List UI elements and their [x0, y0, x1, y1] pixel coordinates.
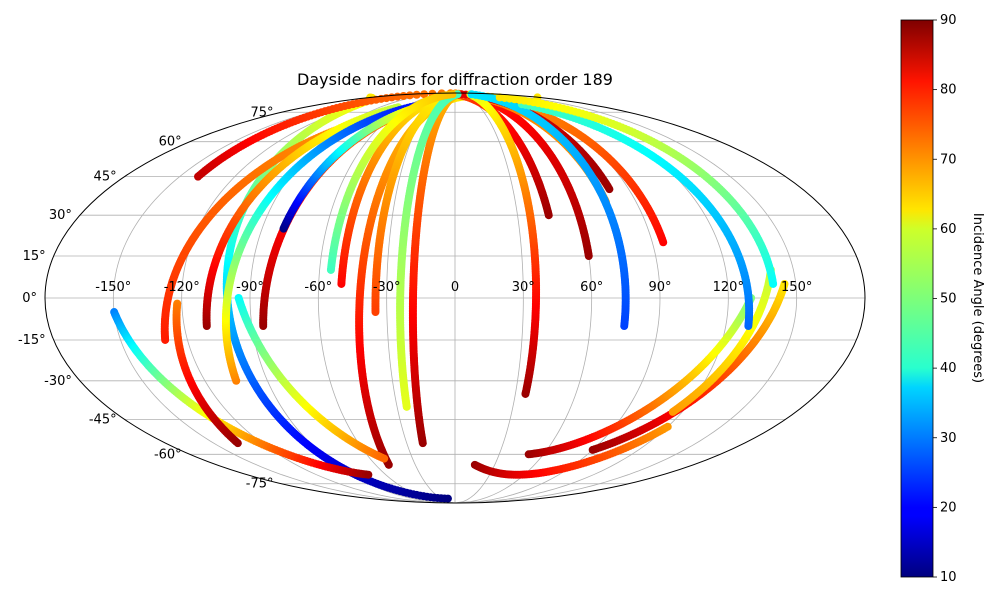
data-point [780, 279, 789, 288]
longitude-tick-label: -60° [304, 280, 332, 295]
data-point [467, 90, 476, 99]
data-points [110, 89, 789, 503]
longitude-tick-label: 30° [512, 280, 535, 295]
data-point [326, 265, 335, 274]
data-point [405, 91, 414, 100]
longitude-tick-label: 120° [713, 280, 744, 295]
colorbar-gradient [900, 19, 934, 578]
map-boundary [44, 92, 866, 504]
latitude-tick-label: -45° [89, 412, 117, 427]
colorbar-tick-label: 10 [940, 570, 957, 585]
data-point [380, 454, 389, 463]
longitude-tick-label: 0 [451, 280, 459, 295]
longitude-tick-label: -90° [236, 280, 264, 295]
latitude-tick-labels: 75° 60° 45° 30° 15° 0° -15° -30° -45° -60° -75° [18, 105, 274, 491]
latitude-tick-label: 15° [23, 249, 46, 264]
latitude-tick-label: -30° [44, 374, 72, 389]
longitude-tick-label: -30° [373, 280, 401, 295]
latitude-tick-label: 30° [49, 208, 72, 223]
chart-title: Dayside nadirs for diffraction order 189 [297, 70, 613, 89]
colorbar-ticks: 90 80 70 60 50 40 30 20 10 [933, 13, 957, 585]
latitude-tick-label: -15° [18, 333, 46, 348]
latitude-tick-label: 75° [250, 105, 273, 120]
data-point [412, 90, 421, 99]
colorbar-tick-label: 90 [940, 13, 957, 28]
longitude-tick-label: 60° [580, 280, 603, 295]
colorbar-tick-label: 70 [940, 152, 957, 167]
data-point [384, 460, 393, 469]
colorbar-tick-label: 30 [940, 431, 957, 446]
colorbar-tick-label: 80 [940, 83, 957, 98]
latitude-tick-label: 0° [22, 291, 37, 306]
longitude-tick-labels: -150° -120° -90° -60° -30° 0 30° 60° 90° 120° 150° [95, 280, 812, 295]
latitude-tick-label: -75° [246, 477, 274, 492]
data-point [420, 90, 429, 99]
colorbar-label: Incidence Angle (degrees) [970, 213, 985, 383]
longitude-tick-label: -150° [95, 280, 131, 295]
longitude-tick-label: 90° [648, 280, 671, 295]
data-point [495, 93, 504, 102]
colorbar: 90 80 70 60 50 40 30 20 10 Incidence Angle (degr… [900, 13, 985, 585]
latitude-tick-label: 45° [94, 170, 117, 185]
latitude-tick-label: 60° [159, 135, 182, 150]
data-point [364, 470, 373, 479]
data-point [233, 439, 242, 448]
latitude-tick-label: -60° [154, 447, 182, 462]
colorbar-tick-label: 40 [940, 361, 957, 376]
data-point [402, 402, 411, 411]
colorbar-tick-label: 60 [940, 222, 957, 237]
longitude-tick-label: 150° [781, 280, 812, 295]
colorbar-tick-label: 50 [940, 292, 957, 307]
data-point [663, 422, 672, 431]
longitude-tick-label: -120° [164, 280, 200, 295]
data-point [371, 308, 380, 317]
colorbar-tick-label: 20 [940, 500, 957, 515]
